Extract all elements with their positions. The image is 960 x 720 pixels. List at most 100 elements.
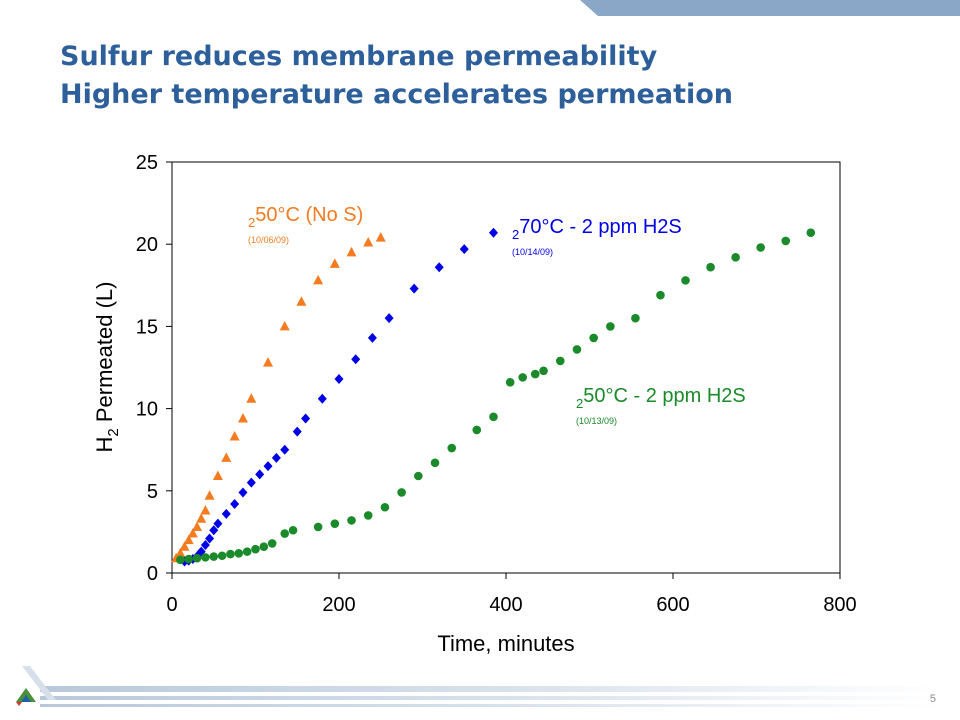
data-point-circle <box>242 547 252 556</box>
data-point-diamond <box>209 525 219 536</box>
data-point-diamond <box>255 469 265 480</box>
data-point-circle <box>606 322 615 331</box>
data-point-triangle <box>346 246 357 257</box>
data-point-circle <box>447 443 457 453</box>
data-point-circle <box>192 553 202 563</box>
data-point-circle <box>656 290 665 300</box>
data-point-triangle <box>329 258 340 268</box>
data-point-circle <box>555 356 565 366</box>
data-point-circle <box>347 516 356 525</box>
x-tick-label: 600 <box>656 594 689 616</box>
data-point-triangle <box>279 320 290 331</box>
data-point-triangle <box>179 541 190 551</box>
data-point-circle <box>288 525 298 535</box>
data-point-circle <box>217 551 227 561</box>
data-point-triangle <box>204 490 215 500</box>
series-annotations: 250°C (No S) (10/06/09) 270°C - 2 ppm H2S (… <box>248 204 746 426</box>
series-label: 270°C - 2 ppm H2S <box>512 216 682 242</box>
data-point-diamond <box>221 508 231 519</box>
data-point-triangle <box>192 521 203 531</box>
x-tick-label: 0 <box>166 594 177 616</box>
data-point-circle <box>397 488 406 497</box>
data-point-diamond <box>246 477 256 488</box>
data-point-diamond <box>459 244 469 255</box>
y-tick-label: 10 <box>136 399 158 421</box>
logo-icon <box>16 688 36 706</box>
series-date: (10/06/09) <box>248 235 289 245</box>
data-point-triangle <box>246 393 257 403</box>
slide-title: Sulfur reduces membrane permeability Hig… <box>60 38 733 114</box>
data-point-circle <box>267 539 277 548</box>
data-point-circle <box>589 333 598 343</box>
top-accent-bar <box>580 0 960 16</box>
x-tick-label: 800 <box>823 594 856 616</box>
data-point-triangle <box>229 431 240 441</box>
series-label: 250°C (No S) <box>248 204 363 230</box>
axis-labels: Time, minutes H2 Permeated (L) <box>92 282 575 656</box>
data-point-circle <box>234 548 244 558</box>
data-point-circle <box>472 425 482 435</box>
data-point-diamond <box>263 461 273 472</box>
data-point-circle <box>530 369 540 379</box>
y-tick-label: 5 <box>147 481 158 503</box>
data-point-diamond <box>280 444 290 455</box>
data-point-triangle <box>196 513 207 523</box>
x-axis-label: Time, minutes <box>437 631 574 656</box>
series-date: (10/14/09) <box>512 247 553 257</box>
data-point-circle <box>251 544 260 554</box>
data-point-diamond <box>238 487 248 498</box>
series-markers <box>176 228 816 565</box>
data-markers <box>171 227 816 567</box>
data-point-diamond <box>230 498 240 509</box>
data-point-circle <box>756 243 765 252</box>
data-point-diamond <box>334 374 344 385</box>
data-point-circle <box>414 471 423 481</box>
series-markers <box>171 232 386 563</box>
data-point-triangle <box>375 232 386 242</box>
series-date: (10/13/09) <box>576 416 617 426</box>
data-point-diamond <box>271 452 281 463</box>
y-tick-label: 20 <box>136 234 158 256</box>
data-point-triangle <box>175 547 186 558</box>
data-point-circle <box>539 366 548 376</box>
y-tick-label: 25 <box>136 152 158 174</box>
data-point-circle <box>706 262 715 272</box>
data-point-circle <box>489 412 498 422</box>
data-point-circle <box>330 519 340 528</box>
data-point-diamond <box>409 283 419 294</box>
data-point-circle <box>184 554 193 564</box>
series-label: 250°C - 2 ppm H2S <box>576 385 746 411</box>
title-line-2: Higher temperature accelerates permeatio… <box>60 79 733 110</box>
data-point-diamond <box>488 227 498 238</box>
data-point-circle <box>201 553 210 562</box>
data-point-diamond <box>205 533 215 544</box>
y-axis-label: H2 Permeated (L) <box>92 282 122 453</box>
data-point-circle <box>209 552 219 561</box>
data-point-triangle <box>296 296 307 306</box>
data-point-circle <box>806 228 816 237</box>
data-point-diamond <box>384 313 394 324</box>
data-point-triangle <box>313 274 324 285</box>
data-point-triangle <box>200 505 211 515</box>
title-line-1: Sulfur reduces membrane permeability <box>60 41 658 72</box>
data-point-triangle <box>187 528 198 538</box>
data-point-circle <box>363 511 373 520</box>
data-point-circle <box>176 555 185 565</box>
series-markers <box>180 227 498 567</box>
data-point-circle <box>505 377 515 387</box>
data-point-triangle <box>212 470 223 481</box>
data-point-diamond <box>434 262 444 273</box>
data-point-circle <box>430 458 440 468</box>
data-point-circle <box>781 236 791 246</box>
data-point-circle <box>313 522 323 532</box>
data-point-circle <box>572 345 582 354</box>
data-point-diamond <box>292 426 302 437</box>
data-point-triangle <box>237 412 248 423</box>
data-point-triangle <box>263 357 274 367</box>
data-point-triangle <box>183 534 194 545</box>
permeation-chart: 0 200 400 600 800 0 5 10 15 20 25 Time, minutes H2 … <box>92 152 857 656</box>
data-point-triangle <box>363 237 374 247</box>
data-point-circle <box>631 313 640 323</box>
data-point-diamond <box>317 393 327 404</box>
data-point-diamond <box>213 518 223 529</box>
